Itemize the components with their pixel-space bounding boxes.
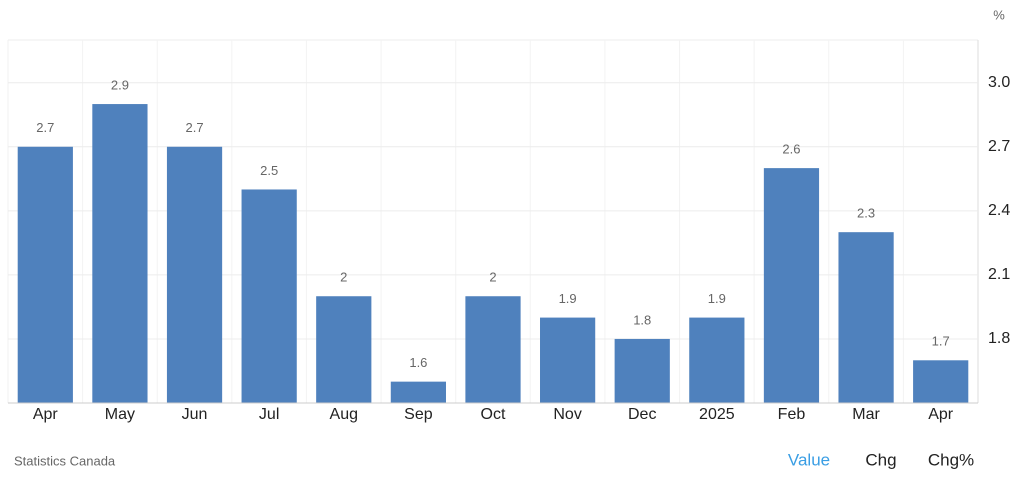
y-tick-label: 2.4 xyxy=(988,202,1010,219)
unit-label: % xyxy=(993,7,1005,22)
bar xyxy=(540,317,596,403)
bar xyxy=(17,146,73,403)
x-tick-label: Jun xyxy=(182,406,208,423)
bar xyxy=(689,317,745,403)
bar xyxy=(763,168,820,403)
x-tick-label: Apr xyxy=(33,406,59,423)
y-tick-label: 2.1 xyxy=(988,266,1010,283)
x-tick-label: Dec xyxy=(628,406,656,423)
bar xyxy=(316,296,372,403)
bar xyxy=(241,189,297,403)
bar xyxy=(838,232,894,403)
x-tick-label: Jul xyxy=(259,406,279,423)
x-tick-label: Aug xyxy=(330,406,358,423)
value-label: 2.3 xyxy=(857,206,875,221)
y-tick-label: 1.8 xyxy=(988,330,1010,347)
value-label: 2 xyxy=(340,270,347,285)
x-tick-label: Feb xyxy=(778,406,806,423)
value-label: 1.9 xyxy=(559,291,577,306)
x-tick-label: Oct xyxy=(481,406,506,423)
value-label: 2.7 xyxy=(185,120,203,135)
bar xyxy=(913,360,969,403)
bar xyxy=(92,104,148,403)
value-label: 1.7 xyxy=(932,334,950,349)
x-tick-label: May xyxy=(105,406,135,423)
bar xyxy=(166,146,223,403)
x-tick-label: 2025 xyxy=(699,406,735,423)
y-tick-label: 2.7 xyxy=(988,138,1010,155)
value-label: 1.6 xyxy=(409,355,427,370)
x-tick-label: Mar xyxy=(852,406,880,423)
value-label: 2.6 xyxy=(782,142,800,157)
source: Statistics Canada xyxy=(14,453,116,468)
bar xyxy=(465,296,521,403)
x-tick-label: Apr xyxy=(928,406,954,423)
value-label: 2.7 xyxy=(36,120,54,135)
bar xyxy=(614,338,670,403)
bar xyxy=(390,381,446,403)
x-tick-label: Nov xyxy=(553,406,581,423)
y-tick-label: 3.0 xyxy=(988,74,1010,91)
value-label: 1.8 xyxy=(633,312,651,327)
value-label: 2.9 xyxy=(111,77,129,92)
value-label: 2.5 xyxy=(260,163,278,178)
x-tick-label: Sep xyxy=(404,406,433,423)
value-label: 2 xyxy=(489,270,496,285)
tab-button[interactable]: Chg xyxy=(865,450,896,469)
tab-button[interactable]: Chg% xyxy=(928,450,974,469)
tab-button[interactable]: Value xyxy=(788,450,830,469)
value-label: 1.9 xyxy=(708,291,726,306)
